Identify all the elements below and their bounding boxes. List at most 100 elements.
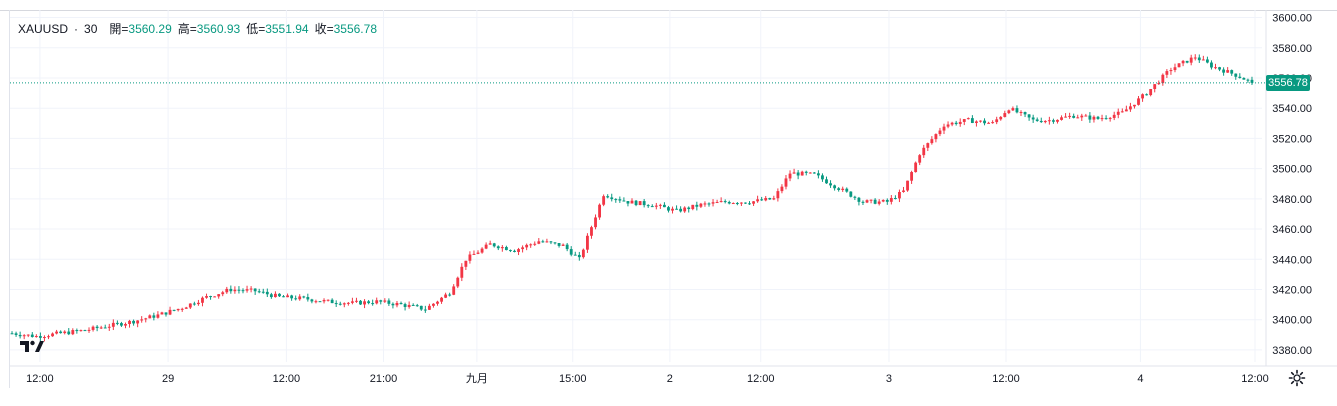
candle-body	[885, 199, 889, 202]
ohlc-legend: XAUUSD · 30 開=3560.29 高=3560.93 低=3551.9…	[18, 20, 377, 37]
candle-body	[504, 247, 508, 251]
candle-body	[213, 296, 217, 298]
candle-body	[233, 289, 237, 292]
candle-body	[322, 299, 326, 302]
candle-body	[164, 312, 168, 315]
candle-body	[387, 300, 391, 304]
last-price-tag: 3556.78	[1266, 74, 1310, 91]
candle-body	[796, 172, 800, 176]
candle-body	[375, 300, 379, 304]
candle-body	[488, 243, 492, 245]
candle-body	[687, 207, 691, 210]
candle-body	[407, 304, 411, 307]
candle-body	[703, 203, 707, 205]
candle-body	[695, 204, 699, 207]
candle-body	[1214, 67, 1217, 69]
close-value: 3556.78	[333, 22, 377, 36]
candle-body	[103, 327, 107, 329]
candle-body	[1080, 115, 1084, 118]
candle-body	[140, 319, 144, 321]
candle-body	[1161, 74, 1165, 84]
candle-body	[1116, 111, 1120, 115]
candle-body	[529, 244, 533, 246]
candle-body	[83, 330, 87, 332]
candle-body	[411, 304, 415, 306]
candle-body	[991, 122, 995, 124]
open-label: 開=	[109, 22, 129, 36]
x-tick-label: 3	[886, 373, 892, 385]
candle-body	[865, 200, 869, 203]
candle-body	[561, 244, 565, 246]
candle-body	[326, 299, 330, 301]
candle-body	[808, 172, 812, 174]
candle-body	[14, 333, 18, 335]
candle-body	[804, 171, 808, 173]
y-tick-label: 3420.00	[1272, 284, 1312, 296]
candle-body	[160, 312, 164, 315]
candle-body	[330, 299, 334, 304]
candle-body	[241, 290, 245, 292]
candle-body	[634, 200, 638, 206]
candle-body	[91, 326, 95, 330]
candle-body	[237, 289, 241, 291]
candle-body	[849, 191, 853, 197]
candle-body	[188, 303, 192, 308]
candle-body	[257, 291, 261, 293]
candle-body	[946, 124, 950, 127]
y-tick-label: 3580.00	[1272, 43, 1312, 55]
candle-body	[1133, 104, 1136, 107]
candle-body	[906, 180, 909, 191]
candle-body	[610, 197, 614, 200]
candle-body	[55, 331, 59, 334]
candle-body	[780, 186, 784, 192]
candle-body	[1242, 78, 1246, 80]
candle-body	[34, 336, 38, 338]
candle-body	[1084, 115, 1088, 117]
candle-body	[269, 294, 273, 298]
candle-body	[395, 302, 399, 306]
tradingview-logo-icon[interactable]	[18, 336, 46, 356]
candle-body	[1234, 73, 1238, 77]
x-tick-label: 九月	[466, 372, 488, 385]
candle-body	[979, 120, 982, 122]
candle-body	[942, 126, 946, 131]
candle-body	[30, 334, 34, 338]
symbol-label: XAUUSD	[18, 21, 69, 36]
candle-body	[873, 199, 877, 204]
gear-icon[interactable]	[1288, 369, 1306, 387]
candle-body	[500, 247, 504, 249]
candle-body	[10, 333, 14, 335]
candle-body	[573, 254, 577, 256]
candle-body	[898, 191, 901, 199]
candle-body	[1108, 117, 1112, 119]
candle-body	[638, 201, 642, 206]
candle-body	[1137, 98, 1140, 105]
candle-body	[427, 305, 431, 310]
candle-body	[812, 172, 816, 174]
candle-body	[837, 188, 841, 190]
candle-body	[346, 302, 350, 304]
candle-body	[87, 329, 91, 331]
candle-body	[367, 301, 371, 304]
candle-body	[679, 208, 683, 212]
candle-body	[310, 299, 314, 302]
candle-body	[537, 241, 541, 244]
candle-body	[128, 320, 131, 325]
low-value: 3551.94	[265, 22, 309, 36]
candle-body	[590, 227, 593, 236]
candle-body	[144, 318, 148, 320]
candle-body	[245, 289, 249, 291]
candle-body	[273, 293, 277, 298]
candle-body	[1250, 79, 1254, 83]
candle-body	[934, 134, 938, 140]
candle-body	[253, 288, 257, 292]
y-tick-label: 3500.00	[1272, 164, 1312, 176]
candle-body	[423, 309, 427, 311]
open-value: 3560.29	[128, 22, 172, 36]
y-tick-label: 3380.00	[1272, 345, 1312, 357]
candle-body	[1141, 94, 1144, 99]
candle-body	[460, 266, 464, 278]
candle-body	[415, 305, 419, 307]
